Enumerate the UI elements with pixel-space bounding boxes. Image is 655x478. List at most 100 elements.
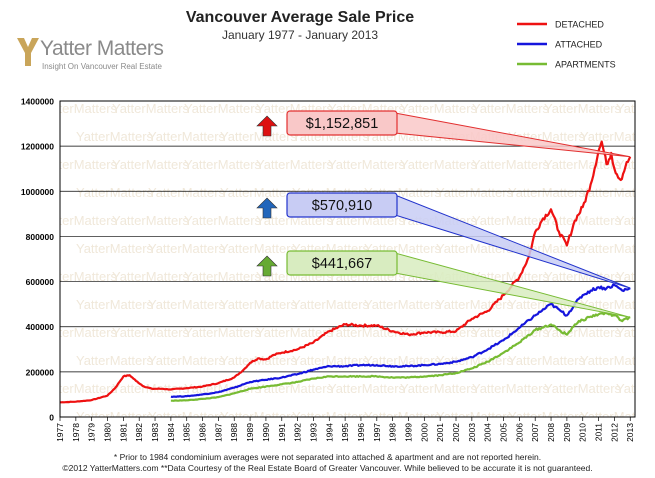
x-tick-label: 2007	[530, 423, 540, 442]
x-tick-label: 1999	[403, 423, 413, 442]
watermark-text: YatterMatters	[76, 409, 154, 424]
x-tick-label: 1979	[87, 423, 97, 442]
watermark-text: YatterMatters	[472, 213, 550, 228]
x-tick-label: 1997	[372, 423, 382, 442]
watermark-text: YatterMatters	[580, 129, 655, 144]
y-tick-label: 1000000	[21, 187, 54, 197]
x-tick-label: 2013	[625, 423, 635, 442]
callout-box	[286, 110, 398, 136]
x-tick-label: 1995	[340, 423, 350, 442]
series-layer	[60, 140, 632, 404]
x-tick-label: 2000	[419, 423, 429, 442]
watermark-text: YatterMatters	[400, 101, 478, 116]
up-arrow-icon	[256, 255, 278, 277]
x-tick-label: 2003	[467, 423, 477, 442]
watermark-text: YatterMatters	[76, 353, 154, 368]
watermark-text: YatterMatters	[220, 185, 298, 200]
x-tick-label: 1983	[150, 423, 160, 442]
watermark-text: YatterMatters	[544, 101, 622, 116]
x-tick-label: 2010	[578, 423, 588, 442]
watermark-text: YatterMatters	[40, 325, 118, 340]
watermark-text: YatterMatters	[616, 213, 655, 228]
x-tick-label: 1977	[55, 423, 65, 442]
x-axis: 1977 1978 1979 1980 1981 1982 1983 1984 1985 1986…	[55, 417, 635, 442]
y-tick-label: 0	[49, 413, 54, 423]
x-tick-label: 2005	[499, 423, 509, 442]
watermark-text: YatterMatters	[364, 409, 442, 424]
watermark-text: YatterMatters	[40, 269, 118, 284]
watermark-text: YatterMatters	[508, 185, 586, 200]
series-line-apartments	[170, 311, 631, 402]
watermark-text: YatterMatters	[508, 353, 586, 368]
x-tick-label: 1984	[166, 423, 176, 442]
watermark-text: YatterMatters	[184, 157, 262, 172]
callout-label: $441,667	[312, 256, 372, 272]
watermark-text: YatterMatters	[544, 325, 622, 340]
x-tick-label: 1993	[308, 423, 318, 442]
x-tick-label: 2008	[546, 423, 556, 442]
x-tick-label: 1987	[213, 423, 223, 442]
watermark-text: YatterMatters	[544, 269, 622, 284]
watermark-text: YatterMatters	[580, 409, 655, 424]
x-tick-label: 1978	[71, 423, 81, 442]
y-tick-label: 200000	[26, 367, 55, 377]
x-tick-label: 1980	[103, 423, 113, 442]
up-arrow-icon	[256, 197, 278, 219]
y-axis: 0 200000 400000 600000 800000 1000000 1200000 1…	[21, 97, 54, 423]
watermark-text: YatterMatters	[112, 269, 190, 284]
watermark-text: YatterMatters	[616, 381, 655, 396]
callout-box	[286, 192, 398, 218]
watermark-text: YatterMatters	[40, 101, 118, 116]
watermark-text: YatterMatters	[616, 325, 655, 340]
watermark-text: YatterMatters	[40, 213, 118, 228]
watermark-text: YatterMatters	[184, 213, 262, 228]
watermark-text: YatterMatters	[544, 157, 622, 172]
watermark-text: YatterMatters	[580, 353, 655, 368]
watermark-text: YatterMatters	[184, 101, 262, 116]
watermark-text: YatterMatters	[112, 325, 190, 340]
x-tick-label: 2012	[609, 423, 619, 442]
watermark-text: YatterMatters	[76, 185, 154, 200]
legend: DETACHED ATTACHED APARTMENTS	[517, 20, 616, 70]
x-tick-label: 1989	[245, 423, 255, 442]
series-line-attached	[170, 283, 631, 398]
watermark-text: YatterMatters	[328, 381, 406, 396]
title-block: Vancouver Average Sale Price January 197…	[150, 8, 450, 43]
watermark-layer: YatterMattersYatterMattersYatterMattersY…	[40, 101, 655, 424]
x-tick-label: 1998	[388, 423, 398, 442]
x-tick-label: 1994	[324, 423, 334, 442]
watermark-text: YatterMatters	[112, 157, 190, 172]
y-tick-label: 800000	[26, 232, 55, 242]
watermark-text: YatterMatters	[148, 297, 226, 312]
logo-name: Yatter Matters	[40, 37, 164, 60]
x-tick-label: 1986	[198, 423, 208, 442]
watermark-text: YatterMatters	[256, 325, 334, 340]
x-tick-label: 1996	[356, 423, 366, 442]
watermark-text: YatterMatters	[400, 381, 478, 396]
x-tick-label: 1991	[277, 423, 287, 442]
watermark-text: YatterMatters	[220, 297, 298, 312]
watermark-text: YatterMatters	[472, 325, 550, 340]
x-tick-label: 2011	[594, 423, 604, 442]
x-tick-label: 2001	[435, 423, 445, 442]
watermark-text: YatterMatters	[220, 409, 298, 424]
x-tick-label: 2009	[562, 423, 572, 442]
watermark-text: YatterMatters	[220, 129, 298, 144]
watermark-text: YatterMatters	[256, 157, 334, 172]
watermark-text: YatterMatters	[544, 213, 622, 228]
x-tick-label: 1990	[261, 423, 271, 442]
watermark-text: YatterMatters	[292, 409, 370, 424]
watermark-text: YatterMatters	[616, 269, 655, 284]
watermark-text: YatterMatters	[40, 157, 118, 172]
footnote-line-2: ©2012 YatterMatters.com **Data Courtesy …	[62, 463, 593, 473]
callout-label: $570,910	[312, 198, 372, 214]
legend-label: ATTACHED	[555, 40, 603, 50]
footnote-line-1: * Prior to 1984 condominium averages wer…	[113, 452, 542, 462]
watermark-text: YatterMatters	[472, 381, 550, 396]
footnote: * Prior to 1984 condominium averages wer…	[0, 452, 655, 474]
x-tick-label: 2004	[483, 423, 493, 442]
watermark-text: YatterMatters	[40, 381, 118, 396]
watermark-text: YatterMatters	[400, 157, 478, 172]
watermark-text: YatterMatters	[616, 101, 655, 116]
watermark-text: YatterMatters	[472, 101, 550, 116]
